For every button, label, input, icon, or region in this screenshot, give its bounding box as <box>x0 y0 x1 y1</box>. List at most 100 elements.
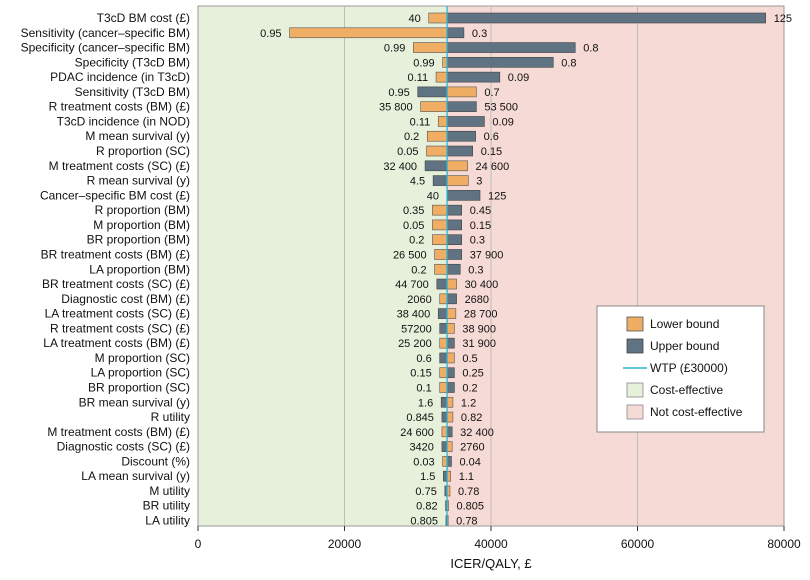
category-label: Sensitivity (cancer–specific BM) <box>21 26 190 40</box>
category-label: LA mean survival (y) <box>81 469 190 483</box>
lower-bound-bar <box>442 456 448 467</box>
upper-bound-bar <box>446 293 457 305</box>
lower-value-label: 1.5 <box>420 471 435 483</box>
upper-value-label: 0.3 <box>472 28 487 40</box>
upper-value-label: 0.45 <box>470 205 491 217</box>
category-label: Specificity (T3cD BM) <box>75 55 190 69</box>
upper-value-label: 0.5 <box>462 353 477 365</box>
upper-value-label: 0.805 <box>457 501 485 513</box>
category-label: M mean survival (y) <box>85 129 190 143</box>
lower-value-label: 0.11 <box>407 72 428 84</box>
lower-bound-bar <box>439 382 448 393</box>
upper-value-label: 0.09 <box>508 72 529 84</box>
upper-value-label: 37 900 <box>470 249 504 261</box>
x-tick-label: 60000 <box>621 537 655 551</box>
lower-bound-bar <box>446 352 455 364</box>
category-label: PDAC incidence (in T3cD) <box>50 70 190 84</box>
upper-bound-bar <box>417 86 448 98</box>
upper-bound-bar <box>446 101 477 112</box>
upper-value-label: 0.3 <box>468 264 483 276</box>
category-label: Cancer–specific BM cost (£) <box>40 188 190 202</box>
lower-bound-bar <box>437 116 448 127</box>
upper-value-label: 0.15 <box>481 146 502 158</box>
lower-bound-bar <box>420 101 448 112</box>
upper-bound-bar <box>446 57 554 68</box>
lower-value-label: 0.03 <box>413 456 434 468</box>
upper-value-label: 125 <box>488 190 506 202</box>
upper-bound-bar <box>446 27 465 39</box>
category-label: T3cD incidence (in NOD) <box>57 114 190 128</box>
upper-bound-bar <box>436 278 448 290</box>
upper-bound-bar <box>439 352 448 364</box>
legend-lower-swatch <box>626 316 644 332</box>
legend-ce-swatch <box>626 382 644 398</box>
category-label: R treatment costs (BM) (£) <box>49 100 190 114</box>
lower-value-label: 0.2 <box>409 235 424 247</box>
category-label: Discount (%) <box>121 454 190 468</box>
lower-value-label: 38 400 <box>397 309 431 321</box>
lower-bound-bar <box>432 234 448 245</box>
lower-value-label: 0.1 <box>416 383 431 395</box>
upper-bound-bar <box>441 441 448 452</box>
upper-value-label: 125 <box>774 13 792 25</box>
upper-bound-bar <box>446 130 476 142</box>
category-label: BR mean survival (y) <box>79 395 190 409</box>
upper-value-label: 0.25 <box>462 368 483 380</box>
upper-value-label: 0.8 <box>561 57 576 69</box>
upper-bound-bar <box>441 411 448 423</box>
cost-effective-region <box>198 6 448 526</box>
lower-value-label: 32 400 <box>383 161 417 173</box>
upper-bound-bar <box>446 145 473 157</box>
upper-value-label: 0.8 <box>583 43 598 55</box>
x-axis: 0 20000 40000 60000 80000 <box>195 526 801 551</box>
lower-bound-bar <box>434 263 448 275</box>
category-label: T3cD BM cost (£) <box>97 11 190 25</box>
legend: Lower bound Upper bound WTP (£30000) Cos… <box>596 305 765 433</box>
upper-bound-bar <box>446 456 452 467</box>
lower-bound-bar <box>439 337 448 349</box>
upper-bound-bar <box>439 323 448 334</box>
lower-value-label: 0.2 <box>411 264 426 276</box>
category-label: Specificity (cancer–specific BM) <box>21 41 190 55</box>
lower-value-label: 57200 <box>401 323 432 335</box>
upper-bound-bar <box>446 204 462 216</box>
lower-value-label: 0.805 <box>410 516 438 528</box>
lower-value-label: 0.95 <box>260 28 281 40</box>
legend-ce-label: Cost-effective <box>650 383 723 397</box>
upper-bound-bar <box>446 426 453 438</box>
upper-bound-bar <box>446 337 455 349</box>
upper-value-label: 0.04 <box>459 456 480 468</box>
lower-bound-bar <box>289 27 448 39</box>
category-label: Sensitivity (T3cD BM) <box>75 85 190 99</box>
lower-value-label: 0.2 <box>404 131 419 143</box>
upper-value-label: 0.78 <box>458 486 479 498</box>
lower-bound-bar <box>441 426 448 438</box>
category-label: R treatment costs (SC) (£) <box>50 321 190 335</box>
lower-bound-bar <box>432 204 448 216</box>
category-label: M treatment costs (BM) (£) <box>47 425 190 439</box>
lower-value-label: 1.6 <box>418 397 433 409</box>
upper-value-label: 2760 <box>460 442 484 454</box>
upper-value-label: 0.7 <box>484 87 499 99</box>
legend-wtp-label: WTP (£30000) <box>650 361 728 375</box>
upper-value-label: 3 <box>476 176 482 188</box>
upper-bound-bar <box>446 367 455 379</box>
upper-bound-bar <box>446 190 481 201</box>
upper-value-label: 1.2 <box>461 397 476 409</box>
upper-value-label: 38 900 <box>462 323 496 335</box>
category-label: BR treatment costs (BM) (£) <box>41 247 190 261</box>
upper-bound-bar <box>424 160 448 172</box>
lower-value-label: 0.11 <box>410 116 431 128</box>
lower-value-label: 0.05 <box>397 146 418 158</box>
lower-bound-bar <box>442 57 448 68</box>
upper-bound-bar <box>432 175 448 186</box>
x-axis-label: ICER/QALY, £ <box>450 556 532 571</box>
category-label: BR treatment costs (SC) (£) <box>42 277 190 291</box>
lower-bound-bar <box>432 219 448 231</box>
upper-value-label: 53 500 <box>484 102 518 114</box>
upper-bound-bar <box>446 12 766 24</box>
legend-box <box>596 305 765 433</box>
category-label: LA proportion (SC) <box>91 366 190 380</box>
category-label: BR proportion (BM) <box>87 233 190 247</box>
